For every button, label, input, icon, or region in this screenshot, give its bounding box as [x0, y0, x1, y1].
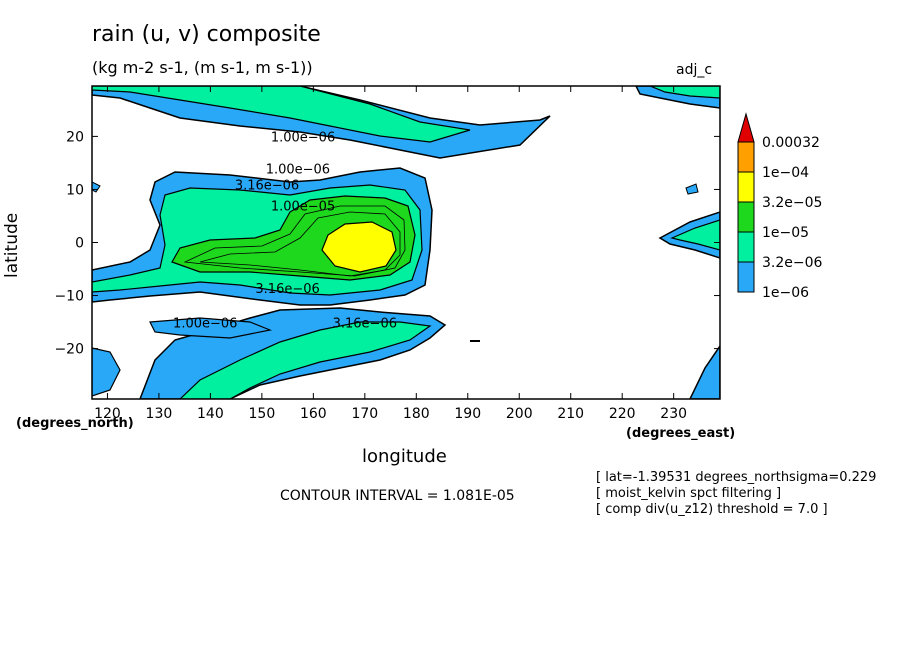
colorbar-segment: [737, 231, 755, 263]
x-axis-label: longitude: [362, 446, 447, 467]
contour-fill-left-edge: [92, 181, 101, 193]
x-tick-label: 140: [197, 406, 224, 422]
y-unit-label: (degrees_north): [16, 416, 134, 431]
contour-label: 3.16e−06: [333, 316, 397, 331]
x-tick-label: 160: [300, 406, 327, 422]
colorbar-arrow: [737, 112, 755, 143]
contour-fill-main-yellow: [321, 221, 397, 273]
x-unit-label: (degrees_east): [626, 426, 736, 441]
x-tick-label: 220: [609, 406, 636, 422]
y-axis-label: latitude: [2, 212, 22, 278]
colorbar-label: 1e−06: [762, 285, 809, 301]
y-axis: 20 10 0 −10 −20: [54, 129, 720, 358]
colorbar-label: 3.2e−05: [762, 195, 822, 211]
colorbar-label: 3.2e−06: [762, 255, 823, 271]
contour-fill-right-bottom: [689, 344, 720, 399]
contour-label: 3.16e−06: [255, 282, 319, 297]
contour-fill-right-upper: [685, 183, 699, 195]
y-tick-label: −10: [54, 289, 84, 305]
contour-label: 1.00e−06: [173, 316, 237, 331]
colorbar-label: 0.00032: [762, 135, 820, 151]
x-tick-label: 170: [351, 406, 378, 422]
note-line: [ lat=-1.39531 degrees_northsigma=0.229: [596, 470, 877, 485]
contour-label: 1.00e−06: [266, 163, 330, 178]
contour-fills: [92, 86, 720, 399]
contour-label: 1.00e−05: [271, 200, 335, 215]
colorbar-segment: [737, 261, 755, 293]
y-tick-label: 20: [66, 129, 84, 145]
contour-fill-lower-left: [92, 347, 121, 397]
colorbar-segment: [737, 201, 755, 233]
x-tick-label: 190: [454, 406, 481, 422]
contour-fill-top-left-green: [92, 86, 471, 143]
chart-tag: adj_c: [676, 62, 713, 78]
contour-fill-right-top-green: [649, 86, 720, 99]
x-tick-label: 150: [249, 406, 276, 422]
x-tick-label: 210: [557, 406, 584, 422]
note-line: [ comp div(u_z12) threshold = 7.0 ]: [596, 502, 828, 517]
colorbar-segment: [737, 171, 755, 203]
y-tick-label: 10: [66, 182, 84, 198]
x-tick-label: 200: [506, 406, 533, 422]
note-line: [ moist_kelvin spct filtering ]: [596, 486, 782, 501]
y-tick-label: 0: [75, 236, 84, 252]
colorbar-label: 1e−04: [762, 165, 809, 181]
x-tick-label: 230: [660, 406, 687, 422]
x-axis: 120 130 140 150 160 170 180 190 200 210 220 230: [94, 86, 687, 422]
y-tick-label: −20: [54, 342, 84, 358]
contour-fill-mid-left: [149, 317, 273, 339]
x-tick-label: 180: [403, 406, 430, 422]
colorbar-segment: [737, 141, 755, 173]
contour-fill-right-mid-green: [670, 219, 720, 251]
chart-title: rain (u, v) composite: [92, 22, 321, 47]
contour-label: 3.16e−06: [235, 178, 299, 193]
x-tick-label: 130: [146, 406, 173, 422]
contour-interval: CONTOUR INTERVAL = 1.081E-05: [280, 488, 515, 504]
colorbar: 0.00032 1e−04 3.2e−05 1e−05 3.2e−06 1e−06: [737, 112, 823, 301]
contour-fill-lower-green: [179, 321, 432, 399]
contour-label: 1.00e−06: [271, 131, 335, 146]
chart-units: (kg m-2 s-1, (m s-1, m s-1)): [92, 58, 313, 77]
x-tick-label: 120: [94, 406, 121, 422]
colorbar-label: 1e−05: [762, 225, 809, 241]
contour-labels: 1.00e−063.16e−061.00e−061.00e−053.16e−06…: [173, 131, 397, 332]
